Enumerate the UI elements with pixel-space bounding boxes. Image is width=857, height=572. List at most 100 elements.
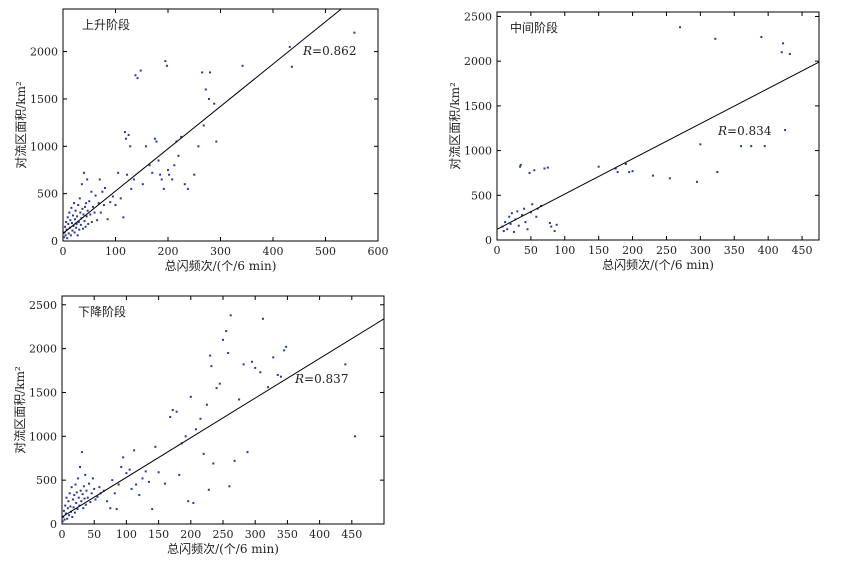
data-point (184, 435, 187, 438)
data-point (186, 187, 189, 190)
data-point (90, 190, 93, 193)
data-point (73, 511, 76, 514)
data-point (84, 225, 87, 228)
data-point (259, 371, 262, 374)
data-point (509, 222, 512, 225)
data-point (285, 345, 288, 348)
data-point (157, 159, 160, 162)
data-point (508, 215, 511, 218)
data-point (132, 178, 135, 181)
data-point (73, 202, 76, 205)
data-point (128, 468, 131, 471)
x-tick-label: 50 (524, 244, 538, 257)
y-tick-label: 0 (50, 518, 57, 531)
data-point (113, 492, 116, 495)
data-point (167, 168, 169, 171)
data-point (714, 37, 717, 40)
data-point (154, 445, 157, 448)
data-point (102, 204, 105, 207)
data-point (229, 314, 232, 317)
data-point (67, 222, 70, 225)
data-point (78, 197, 81, 200)
data-point (548, 222, 551, 225)
scatter-panel-2: 0 50 100 150 200 250 300 350 400 450 0 500 1000 1500 2… (430, 0, 857, 285)
y-tick-label: 2000 (30, 46, 58, 59)
data-point (66, 517, 69, 520)
data-point (67, 232, 70, 235)
data-point (76, 508, 79, 511)
data-point (84, 205, 87, 208)
y-tick-label: 1000 (30, 140, 58, 153)
data-point (77, 477, 80, 480)
x-tick-label: 150 (148, 528, 169, 541)
data-point (117, 483, 120, 486)
data-point (77, 204, 80, 207)
data-point (73, 231, 76, 234)
data-point (74, 209, 77, 212)
data-point (86, 178, 89, 181)
data-point (250, 360, 253, 363)
data-point (213, 102, 216, 105)
data-point (76, 234, 79, 237)
data-point (151, 508, 154, 511)
x-tick-label: 600 (368, 245, 389, 258)
data-point (233, 459, 236, 462)
data-point (160, 178, 163, 181)
data-point (523, 207, 526, 210)
chart-svg: 0 50 100 150 200 250 300 350 400 450 0 500 1000 1500 2… (13, 295, 385, 556)
scatter-panel-3: 0 50 100 150 200 250 300 350 400 450 0 500 1000 1500 2… (0, 285, 427, 570)
y-axis-title: 对流区面积/km² (448, 82, 462, 170)
data-point (267, 386, 270, 389)
plot-frame (61, 295, 385, 525)
plot-frame (496, 11, 820, 241)
data-point (519, 165, 522, 168)
data-point (83, 220, 86, 223)
data-point (111, 479, 114, 482)
data-point (82, 507, 85, 510)
data-point (68, 514, 71, 517)
y-tick-label: 1500 (464, 100, 492, 113)
data-point (202, 124, 205, 127)
data-point (74, 483, 77, 486)
y-axis-title: 对流区面积/km² (14, 81, 28, 169)
data-point (139, 69, 142, 72)
x-tick-label: 250 (213, 528, 234, 541)
y-tick-label: 2000 (464, 55, 492, 68)
x-tick-label: 200 (180, 528, 201, 541)
data-point (175, 410, 178, 413)
data-point (75, 226, 78, 229)
data-point (141, 477, 144, 480)
data-point (86, 496, 89, 499)
data-point (597, 165, 600, 168)
data-point (215, 387, 218, 390)
data-point (111, 195, 114, 198)
data-point (65, 221, 68, 224)
y-tick-label: 0 (485, 234, 492, 247)
data-point (750, 145, 753, 148)
panel-label: 下降阶段 (78, 304, 126, 319)
data-point (535, 215, 538, 218)
data-point (62, 509, 65, 512)
data-point (115, 508, 118, 511)
data-point (187, 500, 190, 503)
data-point (238, 398, 241, 401)
data-point (66, 507, 69, 510)
data-point (94, 194, 97, 197)
data-point (125, 472, 128, 475)
data-point (71, 214, 74, 217)
data-point (81, 493, 84, 496)
correlation-label: R=0.837 (294, 372, 348, 386)
data-point (279, 375, 282, 378)
data-point (242, 363, 245, 366)
data-point (212, 462, 215, 465)
data-point (84, 503, 87, 506)
data-point (524, 221, 527, 224)
data-point (89, 501, 92, 504)
data-point (91, 477, 94, 480)
data-point (104, 186, 106, 189)
data-point (130, 187, 133, 190)
data-point (553, 230, 556, 233)
y-tick-label: 500 (36, 474, 57, 487)
x-tick-label: 0 (60, 245, 67, 258)
data-point (62, 515, 65, 518)
